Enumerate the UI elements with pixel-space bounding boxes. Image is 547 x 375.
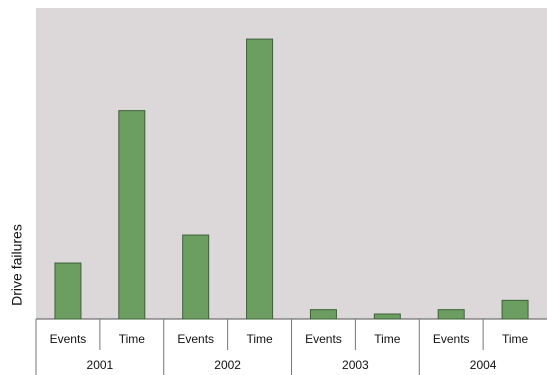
- bar: [246, 38, 274, 320]
- x-tick-label: Time: [374, 332, 401, 346]
- bar: [309, 309, 337, 320]
- bar: [182, 234, 210, 320]
- plot-area: [36, 8, 547, 319]
- bar: [437, 309, 465, 320]
- x-tick-label: Events: [305, 332, 342, 346]
- x-tick-label: Events: [50, 332, 87, 346]
- group-label: 2001: [87, 358, 114, 372]
- group-label: 2002: [214, 358, 241, 372]
- x-tick-label: Events: [177, 332, 214, 346]
- bar: [501, 299, 529, 320]
- bar: [54, 262, 82, 320]
- x-tick-label: Time: [502, 332, 529, 346]
- group-label: 2004: [470, 358, 497, 372]
- y-axis-label: Drive failures: [9, 224, 25, 306]
- bar: [118, 110, 146, 320]
- x-tick-label: Time: [119, 332, 146, 346]
- x-tick-label: Time: [246, 332, 273, 346]
- x-tick-label: Events: [433, 332, 470, 346]
- group-label: 2003: [342, 358, 369, 372]
- bar: [373, 313, 401, 320]
